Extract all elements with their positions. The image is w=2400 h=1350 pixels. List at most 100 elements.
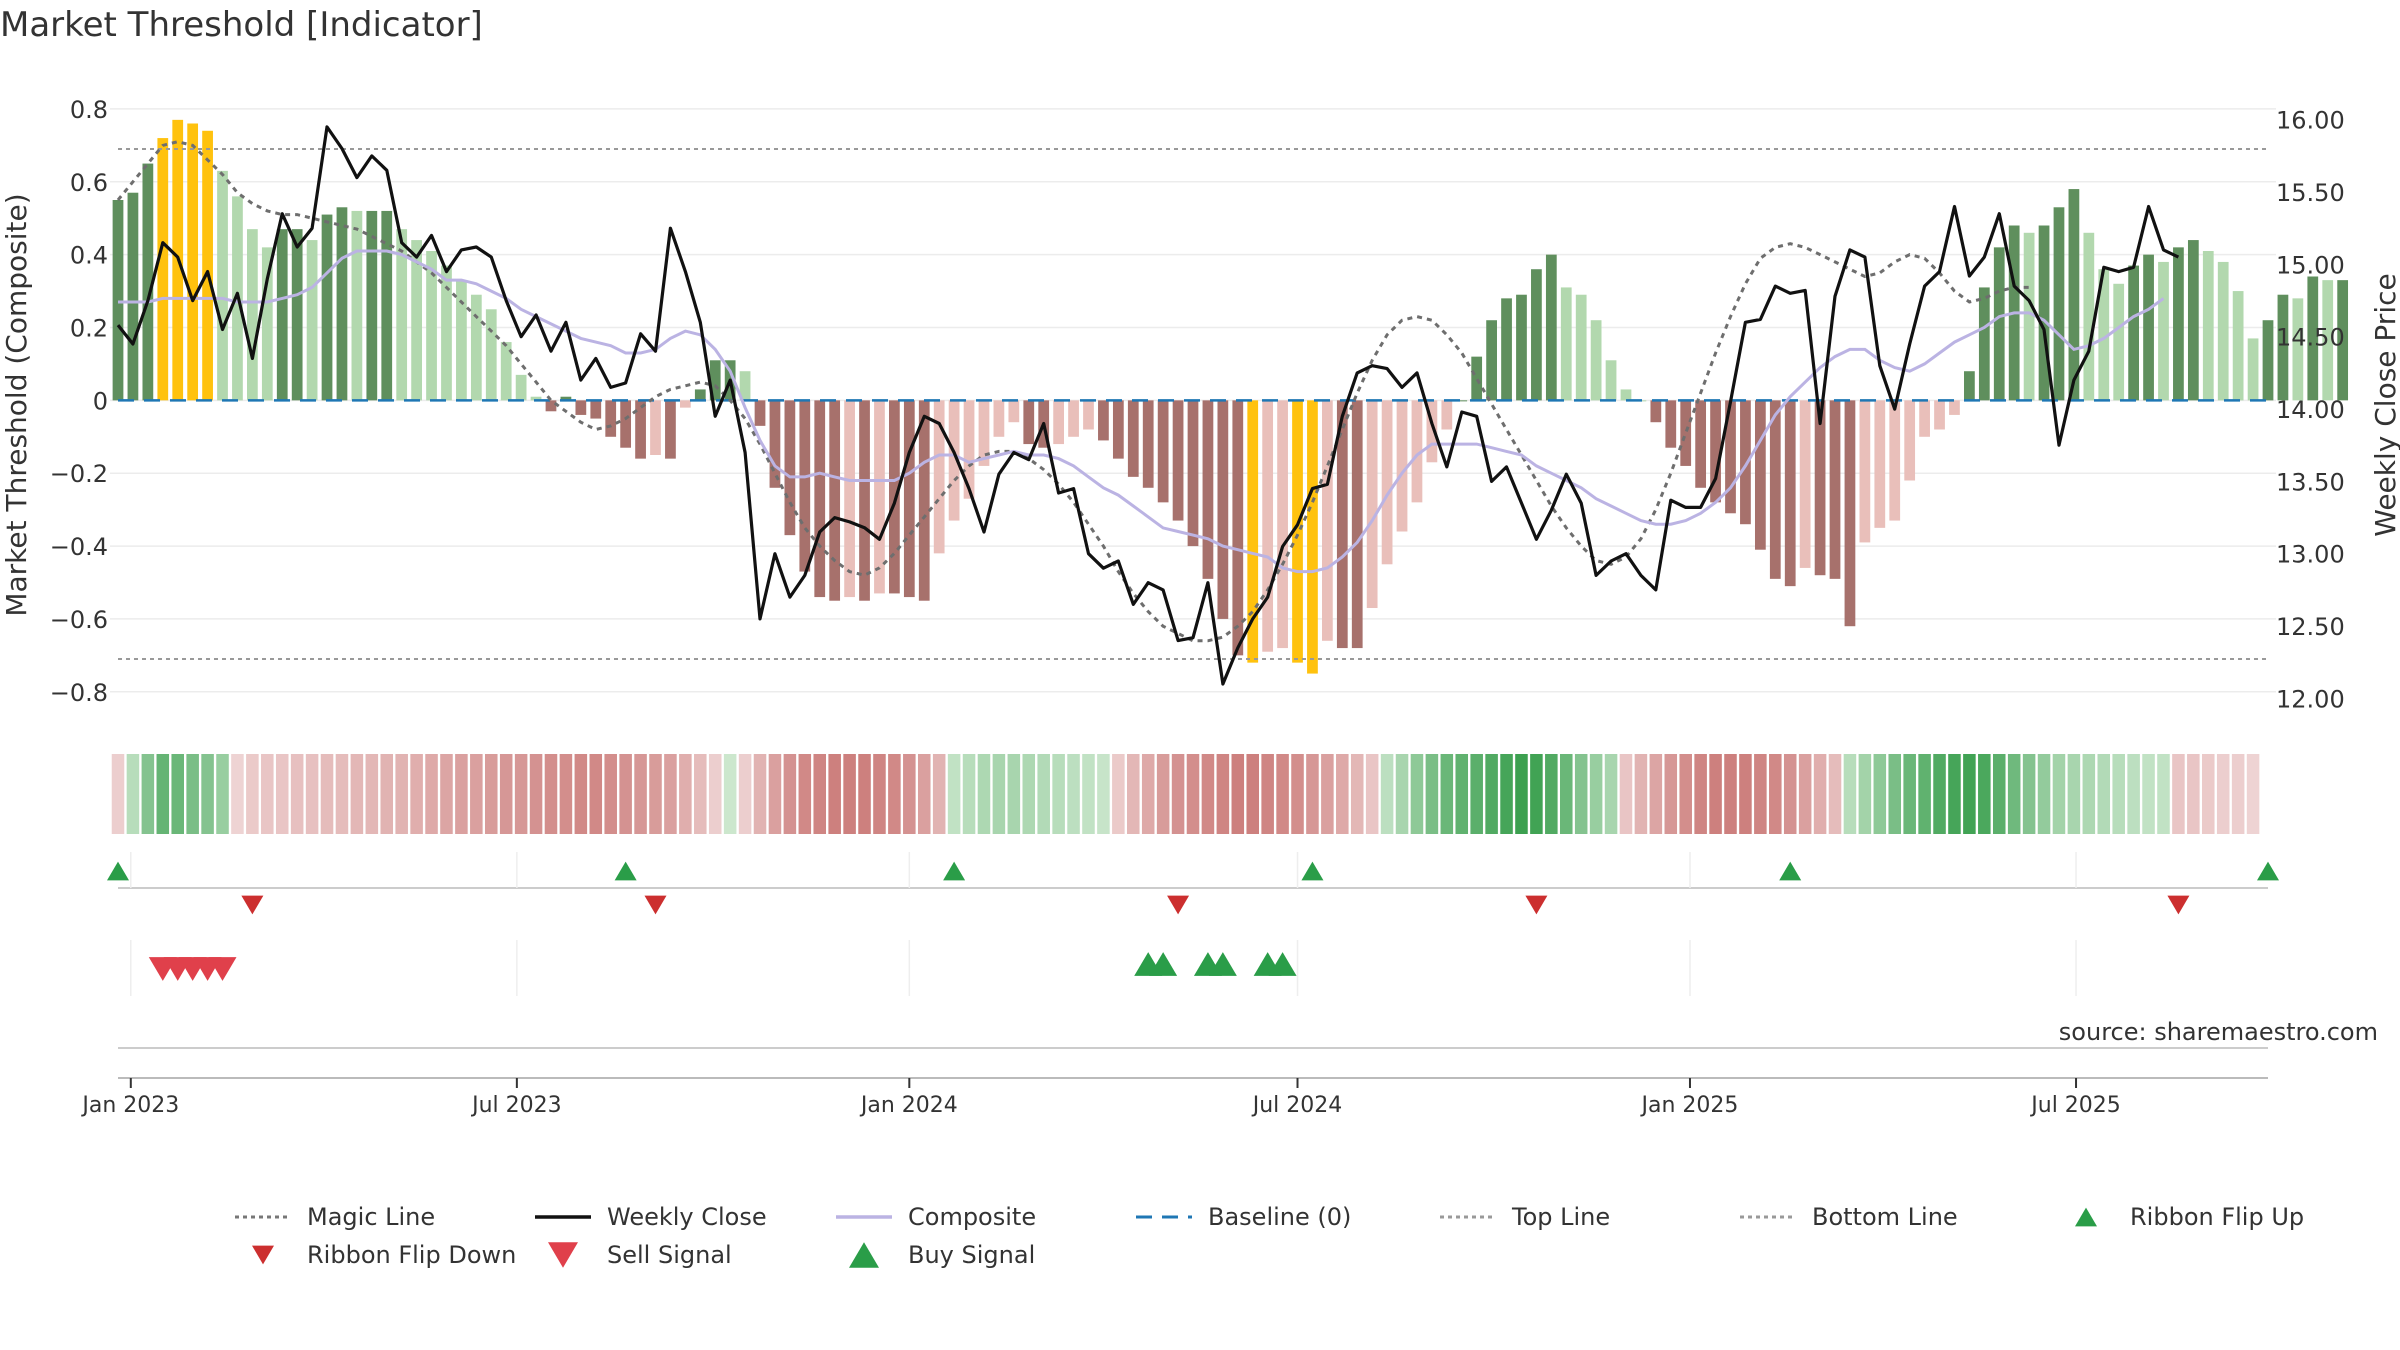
composite-bar (1411, 400, 1423, 503)
composite-bar (2217, 261, 2229, 401)
legend-symbol-8 (548, 1242, 578, 1268)
ribbon-cell (1769, 754, 1782, 834)
source-note: source: sharemaestro.com (2059, 1018, 2378, 1046)
ribbon-cell (2246, 754, 2260, 834)
ribbon-cell (1589, 754, 1603, 834)
composite-bar (635, 400, 646, 459)
composite-bar (1217, 400, 1229, 619)
ribbon-cell (1186, 754, 1200, 834)
ribbon-cell (634, 754, 647, 834)
ribbon-cell (962, 754, 976, 834)
ribbon-cell (1634, 754, 1648, 834)
buy-signal-marker (1268, 952, 1297, 976)
ribbon-cell (917, 754, 931, 834)
left-tick-label: 0.6 (70, 169, 108, 197)
composite-bar (500, 342, 512, 401)
ribbon-cell (141, 754, 155, 834)
composite-bar (859, 400, 870, 601)
ribbon-cell (425, 754, 438, 834)
ribbon-cell (1112, 754, 1125, 834)
buy-signal-marker (1149, 952, 1178, 976)
ribbon-cell (305, 754, 319, 834)
composite-bar (1127, 400, 1139, 477)
composite-bar (261, 247, 273, 401)
ribbon-cell (1306, 754, 1319, 834)
composite-bar (1157, 400, 1169, 503)
ribbon-cell (1664, 754, 1678, 834)
ribbon-cell (1903, 754, 1916, 834)
ribbon-cell (1888, 754, 1902, 834)
composite-bar (2307, 276, 2319, 401)
composite-bar (903, 400, 915, 598)
composite-bar (874, 400, 885, 594)
composite-bar (1441, 400, 1453, 430)
ribbon-flip-up-marker (2257, 861, 2279, 881)
composite-bar (590, 400, 602, 419)
ribbon-flip-up-marker (1779, 861, 1802, 881)
ribbon-cell (1231, 754, 1245, 834)
composite-bar (1501, 298, 1512, 401)
ribbon-cell (410, 754, 423, 834)
ribbon-cell (992, 754, 1006, 834)
ribbon-cell (753, 754, 767, 834)
ribbon-cell (977, 754, 991, 834)
ribbon-flip-up-marker (943, 861, 966, 881)
ribbon-flip-up-marker (1301, 861, 1324, 881)
composite-bar (2187, 240, 2199, 401)
composite-bar (1142, 400, 1154, 488)
composite-bar (1680, 400, 1692, 466)
ribbon-cell (1485, 754, 1498, 834)
ribbon-flip-down-marker (1525, 895, 1548, 915)
ribbon-cell (1948, 754, 1961, 834)
composite-bar (1322, 400, 1333, 641)
ribbon-cell (2037, 754, 2051, 834)
composite-bar (2128, 265, 2139, 401)
ribbon-strip (111, 754, 2260, 834)
composite-bar (1098, 400, 1109, 441)
ribbon-cell (1007, 754, 1021, 834)
legend-label-5: Bottom Line (1812, 1203, 1958, 1231)
ribbon-cell (2082, 754, 2096, 834)
composite-bar (2232, 291, 2244, 401)
ribbon-cell (1141, 754, 1155, 834)
ribbon-cell (1276, 754, 1289, 834)
composite-bar (306, 240, 318, 401)
ribbon-cell (783, 754, 797, 834)
ribbon-cell (679, 754, 692, 834)
composite-bar (679, 400, 691, 408)
ribbon-cell (1052, 754, 1065, 834)
ribbon-cell (335, 754, 349, 834)
composite-bar (1172, 400, 1184, 521)
ribbon-cell (1858, 754, 1872, 834)
ribbon-cell (1156, 754, 1170, 834)
composite-bar (1784, 400, 1796, 587)
composite-bar (769, 400, 781, 488)
ribbon-cell (544, 754, 558, 834)
ribbon-cell (1395, 754, 1409, 834)
ribbon-cell (2142, 754, 2155, 834)
ribbon-cell (1350, 754, 1364, 834)
x-tick-label: Jan 2023 (80, 1093, 179, 1118)
composite-bar (784, 400, 796, 536)
composite-bar (1336, 400, 1348, 649)
ribbon-cell (888, 754, 901, 834)
composite-bar (470, 294, 482, 401)
ribbon-cell (186, 754, 199, 834)
ribbon-cell (1261, 754, 1274, 834)
composite-bar (291, 229, 303, 401)
composite-bar (665, 400, 676, 459)
weekly-close-line (116, 125, 2180, 686)
ribbon-cell (1873, 754, 1887, 834)
right-tick-label: 13.00 (2276, 541, 2345, 569)
ribbon-cell (275, 754, 289, 834)
ribbon-cell (1963, 754, 1976, 834)
composite-bar (1068, 400, 1079, 437)
right-tick-label: 14.50 (2276, 324, 2345, 352)
ribbon-cell (1410, 754, 1424, 834)
ribbon-cell (1515, 754, 1528, 834)
ribbon-cell (1067, 754, 1080, 834)
ribbon-flip-down-marker (1167, 895, 1190, 915)
ribbon-cell (2127, 754, 2140, 834)
ribbon-cell (1201, 754, 1215, 834)
ribbon-cell (320, 754, 334, 834)
